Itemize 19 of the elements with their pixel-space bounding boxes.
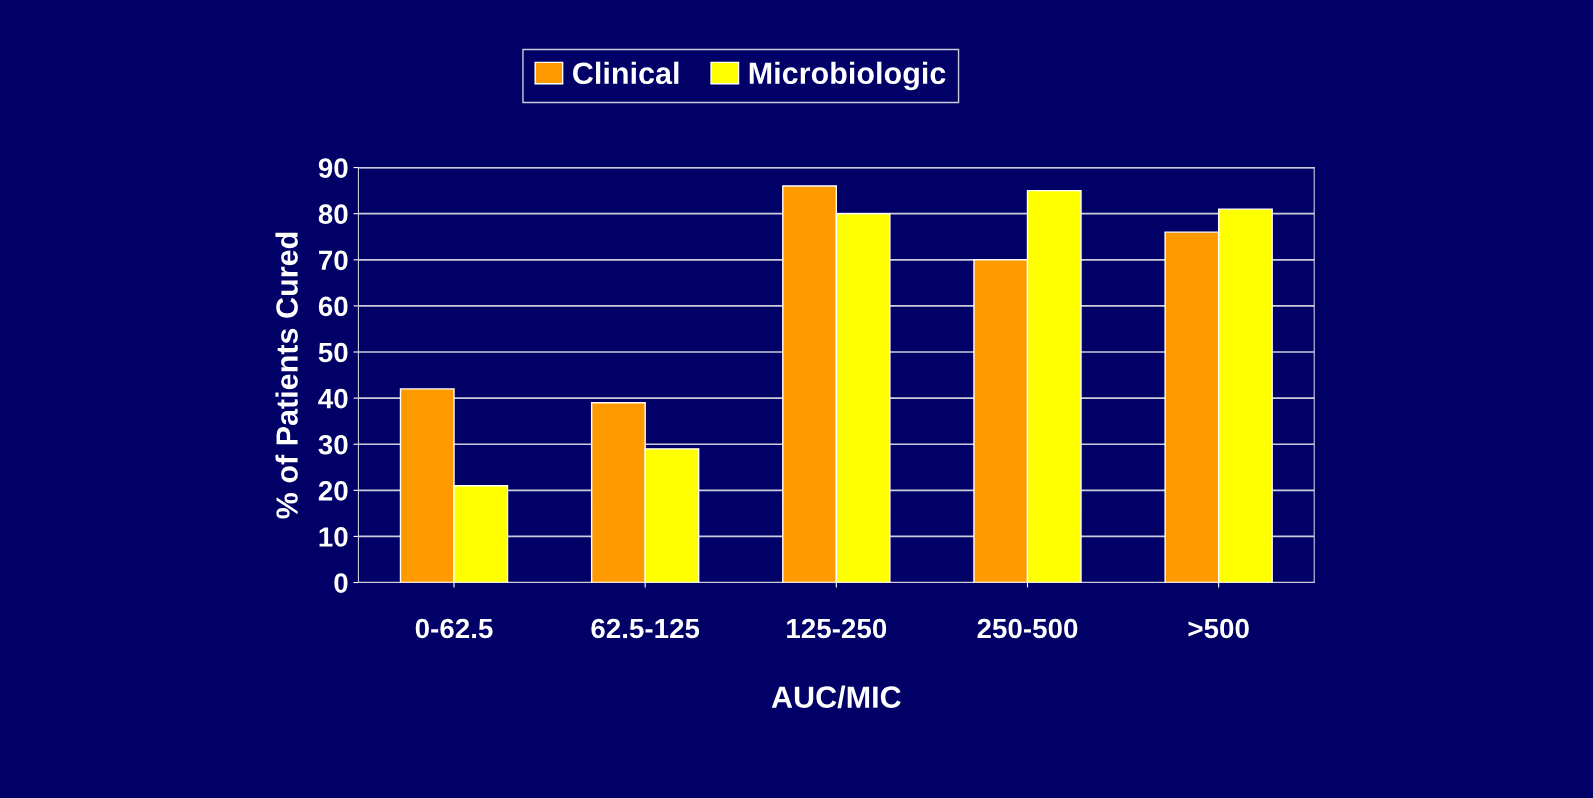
y-tick-label: 0 [334, 573, 348, 593]
y-tick-label: 80 [318, 204, 348, 225]
y-tick-label: 50 [318, 342, 348, 363]
y-tick-label: 20 [318, 481, 348, 501]
y-tick-label: 90 [318, 158, 348, 178]
legend-label: Clinical [573, 61, 679, 85]
y-tick-label: 70 [319, 250, 348, 271]
y-tick-label: 30 [318, 434, 348, 455]
y-axis-title: % of Patients Cured [275, 232, 298, 519]
y-tick-label: 10 [319, 527, 348, 547]
x-tick-label: 250-500 [977, 618, 1078, 639]
y-tick-label: 60 [318, 296, 348, 317]
x-tick-label: 125-250 [787, 618, 887, 639]
x-axis-title: AUC/MIC [771, 685, 901, 709]
legend-label: Microbiologic [749, 61, 946, 91]
y-tick-label: 40 [318, 388, 348, 409]
x-tick-label: >500 [1188, 618, 1249, 639]
x-tick-label: 0-62.5 [415, 618, 493, 639]
x-tick-label: 62.5-125 [591, 618, 700, 639]
